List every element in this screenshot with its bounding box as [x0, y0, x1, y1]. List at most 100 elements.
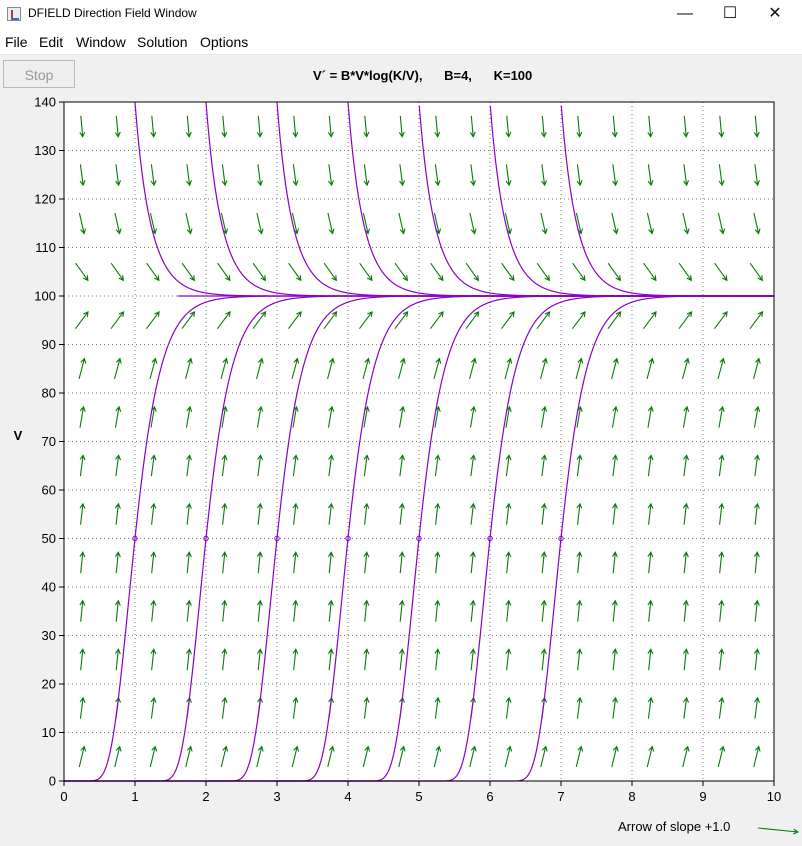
field-arrow	[185, 599, 192, 622]
field-arrow	[221, 502, 228, 525]
plot-area: 0 1 2 3 4 5 6 7 8 9 10 0 10 20 30 40 50 60 70 80 90 100 110 120…	[0, 97, 802, 846]
field-arrow	[434, 115, 441, 138]
field-arrow	[221, 696, 228, 719]
field-arrow	[327, 405, 335, 428]
field-arrow	[185, 551, 192, 574]
field-arrow	[327, 115, 334, 138]
field-arrow	[79, 454, 86, 477]
field-arrow	[110, 262, 125, 282]
field-arrow	[328, 454, 335, 477]
field-arrow	[363, 599, 370, 622]
field-arrow	[256, 745, 264, 768]
field-arrow	[683, 454, 690, 477]
y-tick-label: 110	[35, 240, 56, 255]
menu-options[interactable]: Options	[200, 34, 249, 50]
y-tick-label: 50	[42, 531, 56, 546]
field-arrow	[753, 745, 761, 768]
field-arrow	[646, 357, 655, 380]
field-arrow	[470, 164, 477, 187]
menu-window[interactable]: Window	[76, 34, 126, 50]
field-arrow	[288, 310, 302, 329]
field-arrow	[256, 212, 264, 235]
field-arrow	[576, 648, 583, 671]
field-arrow	[540, 502, 547, 525]
field-arrow	[257, 454, 264, 477]
field-arrow	[647, 551, 654, 574]
field-arrow	[323, 310, 338, 329]
field-arrow	[79, 405, 86, 428]
field-arrow	[327, 212, 335, 235]
field-arrow	[292, 599, 299, 622]
field-arrow	[114, 551, 121, 574]
minimize-button[interactable]: —	[677, 5, 693, 22]
field-arrow	[398, 502, 405, 525]
x-tick-label: 10	[767, 789, 781, 804]
menu-edit[interactable]: Edit	[39, 34, 64, 50]
field-arrow	[469, 212, 477, 235]
y-tick-label: 60	[42, 483, 56, 498]
field-arrow	[114, 599, 121, 622]
field-arrow	[256, 357, 264, 380]
field-arrow	[647, 115, 654, 138]
field-arrow	[399, 164, 406, 187]
field-arrow	[643, 262, 657, 282]
field-arrow	[717, 745, 726, 768]
field-arrow	[115, 454, 122, 477]
field-arrow	[149, 745, 158, 768]
toolbar: Stop V´ = B*V*log(K/V), B=4, K=100	[0, 55, 802, 97]
field-arrow	[399, 454, 406, 477]
field-arrow	[181, 262, 196, 282]
field-arrow	[505, 502, 512, 525]
field-arrow	[753, 648, 760, 671]
field-arrow	[611, 405, 619, 428]
field-arrow	[292, 648, 299, 671]
field-arrow	[682, 745, 690, 768]
field-arrow	[682, 357, 690, 380]
window-title: DFIELD Direction Field Window	[28, 6, 197, 20]
maximize-button[interactable]: ☐	[722, 5, 738, 22]
field-arrow	[328, 164, 335, 187]
field-arrow	[611, 551, 618, 574]
field-arrow	[576, 696, 583, 719]
y-axis-label: V	[14, 428, 23, 443]
field-arrow	[79, 115, 86, 138]
field-arrow	[647, 599, 654, 622]
field-arrow	[718, 648, 725, 671]
field-arrow	[433, 745, 442, 768]
field-arrow	[536, 310, 551, 329]
field-arrow	[186, 454, 193, 477]
field-arrow	[288, 262, 302, 282]
field-arrow	[501, 262, 515, 282]
field-arrow	[505, 115, 512, 138]
field-arrow	[75, 262, 89, 282]
field-arrow	[753, 502, 760, 525]
field-arrow	[646, 212, 655, 235]
field-arrow	[682, 115, 689, 138]
field-arrow	[683, 696, 690, 719]
field-arrow	[647, 164, 654, 187]
field-arrow	[146, 262, 160, 282]
field-arrow	[749, 310, 764, 329]
field-arrow	[505, 551, 512, 574]
close-button[interactable]: ✕	[768, 5, 782, 22]
menu-solution[interactable]: Solution	[137, 34, 188, 50]
field-arrow	[115, 164, 122, 187]
field-arrow	[576, 115, 583, 138]
field-arrow	[469, 551, 476, 574]
field-arrow	[682, 502, 689, 525]
field-arrow	[327, 502, 334, 525]
field-arrow	[718, 164, 725, 187]
menu-file[interactable]: File	[5, 34, 28, 50]
field-arrow	[576, 599, 583, 622]
field-arrow	[753, 551, 760, 574]
field-arrow	[505, 164, 512, 187]
field-arrow	[646, 745, 655, 768]
field-arrow	[79, 502, 86, 525]
direction-field-plot[interactable]: 0 1 2 3 4 5 6 7 8 9 100102030405060708090100110120…	[0, 97, 802, 846]
field-arrow	[363, 551, 370, 574]
field-arrow	[292, 696, 299, 719]
field-arrow	[181, 310, 196, 329]
y-tick-label: 20	[42, 677, 56, 692]
field-arrow	[612, 164, 619, 187]
stop-button[interactable]: Stop	[3, 60, 75, 88]
